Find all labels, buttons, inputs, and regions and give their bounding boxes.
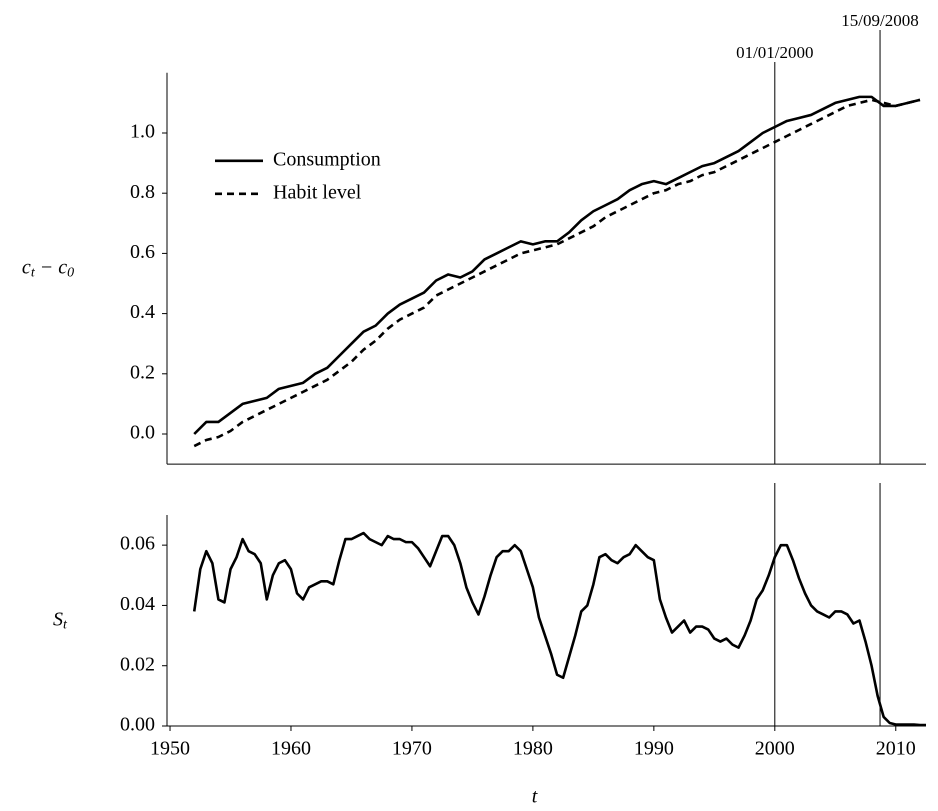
data-line — [192, 531, 926, 727]
x-axis-label: t — [532, 786, 538, 808]
y-label-subscript: t — [63, 618, 68, 633]
x-tick-label: 2000 — [755, 738, 795, 760]
data-line — [193, 98, 921, 448]
y-tick-label: 0.2 — [130, 361, 155, 383]
event-label: 01/01/2000 — [736, 43, 813, 62]
x-tick-label: 1950 — [150, 738, 190, 760]
y-tick-label: 0.02 — [120, 653, 155, 675]
legend-label: Habit level — [273, 181, 362, 203]
y-tick-label: 0.4 — [130, 301, 155, 323]
y-tick-label: 0.6 — [130, 241, 155, 263]
y-tick-label: 0.06 — [120, 533, 155, 555]
event-label: 15/09/2008 — [841, 11, 918, 30]
y-label-subscript: t — [31, 266, 36, 281]
y-axis-label: ct − c0 — [22, 256, 74, 281]
data-line — [193, 95, 921, 435]
y-tick-label: 0.0 — [130, 422, 155, 444]
legend-label: Consumption — [273, 148, 381, 170]
y-tick-label: 0.00 — [120, 714, 155, 736]
x-tick-label: 1960 — [271, 738, 311, 760]
y-label-part: − c — [35, 256, 67, 278]
x-tick-label: 2010 — [876, 738, 916, 760]
y-axis-label: St — [53, 608, 68, 633]
y-tick-label: 1.0 — [130, 121, 155, 143]
x-tick-label: 1980 — [513, 738, 553, 760]
x-tick-label: 1990 — [634, 738, 674, 760]
y-label-part: c — [22, 256, 31, 278]
y-tick-label: 0.04 — [120, 593, 155, 615]
y-label-part: S — [53, 608, 63, 630]
y-tick-label: 0.8 — [130, 181, 155, 203]
x-tick-label: 1970 — [392, 738, 432, 760]
y-label-subscript: 0 — [67, 266, 74, 281]
